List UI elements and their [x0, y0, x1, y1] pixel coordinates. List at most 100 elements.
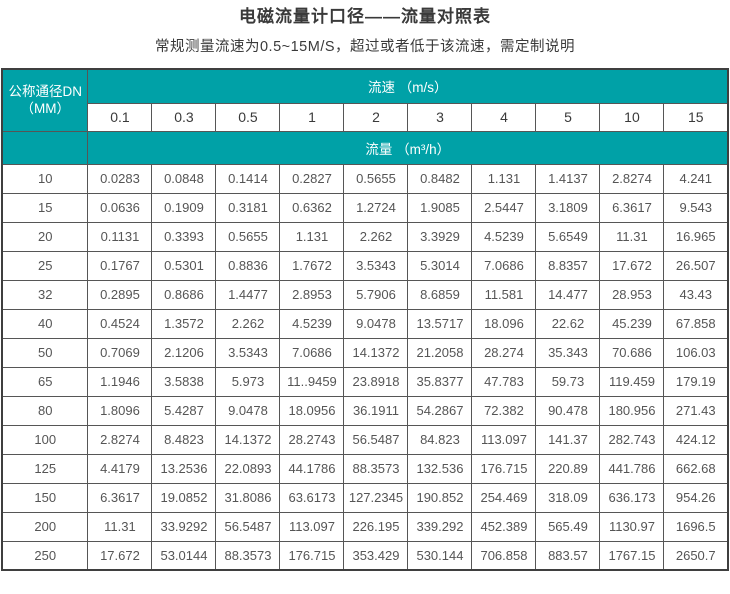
dn-cell: 65 [1, 366, 89, 397]
flow-value-cell: 8.8357 [535, 250, 601, 281]
flow-value-cell: 18.096 [471, 308, 537, 339]
flow-value-cell: 6.3617 [87, 482, 153, 513]
dn-cell: 10 [1, 163, 89, 194]
flow-value-cell: 113.097 [279, 511, 345, 542]
dn-cell: 50 [1, 337, 89, 368]
flow-value-cell: 4.5239 [471, 221, 537, 252]
flow-value-cell: 2.5447 [471, 192, 537, 223]
flow-value-cell: 1.4137 [535, 163, 601, 194]
flow-value-cell: 1.3572 [151, 308, 217, 339]
flow-value-cell: 54.2867 [407, 395, 473, 426]
flow-value-cell: 0.5301 [151, 250, 217, 281]
dn-cell: 15 [1, 192, 89, 223]
flow-value-cell: 441.786 [599, 453, 665, 484]
flow-value-cell: 220.89 [535, 453, 601, 484]
flow-value-cell: 59.73 [535, 366, 601, 397]
flow-value-cell: 7.0686 [279, 337, 345, 368]
flow-value-cell: 7.0686 [471, 250, 537, 281]
flow-value-cell: 8.6859 [407, 279, 473, 310]
flow-value-cell: 1.2724 [343, 192, 409, 223]
flow-value-cell: 179.19 [663, 366, 729, 397]
flow-value-cell: 706.858 [471, 540, 537, 571]
flow-value-cell: 636.173 [599, 482, 665, 513]
flow-value-cell: 176.715 [279, 540, 345, 571]
velocity-span-header: 流速 （m/s） [87, 68, 729, 104]
flow-value-cell: 26.507 [663, 250, 729, 281]
flow-value-cell: 2.262 [215, 308, 281, 339]
table-row: 25 0.1767 0.5301 0.8836 1.7672 3.5343 5.3014 7.… [1, 250, 729, 281]
flow-value-cell: 0.7069 [87, 337, 153, 368]
flow-value-cell: 5.4287 [151, 395, 217, 426]
flow-value-cell: 14.1372 [343, 337, 409, 368]
table-row: 15 0.0636 0.1909 0.3181 0.6362 1.2724 1.9085 2.… [1, 192, 729, 223]
flow-value-cell: 0.8836 [215, 250, 281, 281]
flow-value-cell: 565.49 [535, 511, 601, 542]
flow-value-cell: 88.3573 [343, 453, 409, 484]
flow-value-cell: 180.956 [599, 395, 665, 426]
flow-value-cell: 176.715 [471, 453, 537, 484]
flow-value-cell: 0.1414 [215, 163, 281, 194]
table-row: 32 0.2895 0.8686 1.4477 2.8953 5.7906 8.6859 11… [1, 279, 729, 310]
table-row: 250 17.672 53.0144 88.3573 176.715 353.429 530… [1, 540, 729, 571]
dn-cell: 25 [1, 250, 89, 281]
velocity-header-cell: 0.3 [151, 102, 217, 132]
table-header: 公称通径DN （MM） 流速 （m/s） 0.1 0.3 0.5 1 2 3 4 5 10 15 … [1, 68, 729, 165]
flow-value-cell: 0.6362 [279, 192, 345, 223]
velocity-header-cell: 5 [535, 102, 601, 132]
flow-value-cell: 0.8482 [407, 163, 473, 194]
flow-value-cell: 5.6549 [535, 221, 601, 252]
flow-value-cell: 90.478 [535, 395, 601, 426]
corner-header-cell: 公称通径DN （MM） [1, 68, 89, 132]
flow-value-cell: 67.858 [663, 308, 729, 339]
flow-value-cell: 424.12 [663, 424, 729, 455]
flow-value-cell: 0.2895 [87, 279, 153, 310]
flow-value-cell: 954.26 [663, 482, 729, 513]
flow-value-cell: 0.0848 [151, 163, 217, 194]
flow-value-cell: 45.239 [599, 308, 665, 339]
dn-cell: 150 [1, 482, 89, 513]
flow-value-cell: 3.5343 [343, 250, 409, 281]
flow-table: 公称通径DN （MM） 流速 （m/s） 0.1 0.3 0.5 1 2 3 4 5 10 15 … [0, 68, 730, 571]
table-row: 20 0.1131 0.3393 0.5655 1.131 2.262 3.3929 4.52… [1, 221, 729, 252]
flow-value-cell: 282.743 [599, 424, 665, 455]
flow-value-cell: 2.8953 [279, 279, 345, 310]
flow-value-cell: 0.1767 [87, 250, 153, 281]
flow-value-cell: 17.672 [599, 250, 665, 281]
flow-value-cell: 530.144 [407, 540, 473, 571]
flow-value-cell: 226.195 [343, 511, 409, 542]
flow-value-cell: 0.8686 [151, 279, 217, 310]
flow-value-cell: 44.1786 [279, 453, 345, 484]
velocity-header-cell: 10 [599, 102, 665, 132]
flow-value-cell: 190.852 [407, 482, 473, 513]
dn-cell: 250 [1, 540, 89, 571]
flow-value-cell: 127.2345 [343, 482, 409, 513]
page-title: 电磁流量计口径——流量对照表 [239, 7, 491, 26]
flow-value-cell: 31.8086 [215, 482, 281, 513]
table-row: 100 2.8274 8.4823 14.1372 28.2743 56.5487 84.8… [1, 424, 729, 455]
flow-value-cell: 132.536 [407, 453, 473, 484]
table-row: 40 0.4524 1.3572 2.262 4.5239 9.0478 13.5717 18… [1, 308, 729, 339]
flow-value-cell: 11.581 [471, 279, 537, 310]
velocity-header-cell: 3 [407, 102, 473, 132]
flow-value-cell: 1.131 [279, 221, 345, 252]
flow-value-cell: 0.1131 [87, 221, 153, 252]
flow-value-cell: 0.5655 [215, 221, 281, 252]
flow-value-cell: 0.4524 [87, 308, 153, 339]
flow-value-cell: 36.1911 [343, 395, 409, 426]
flow-value-cell: 11.31 [87, 511, 153, 542]
flow-value-cell: 23.8918 [343, 366, 409, 397]
flow-value-cell: 0.2827 [279, 163, 345, 194]
flow-value-cell: 53.0144 [151, 540, 217, 571]
table-body: 10 0.0283 0.0848 0.1414 0.2827 0.5655 0.8482 1.… [1, 163, 729, 571]
corner-empty-cell [1, 130, 89, 165]
table-row: 50 0.7069 2.1206 3.5343 7.0686 14.1372 21.2058… [1, 337, 729, 368]
flow-value-cell: 72.382 [471, 395, 537, 426]
flow-value-cell: 2.1206 [151, 337, 217, 368]
flow-value-cell: 1.8096 [87, 395, 153, 426]
flow-value-cell: 84.823 [407, 424, 473, 455]
flow-value-cell: 22.0893 [215, 453, 281, 484]
flow-value-cell: 1696.5 [663, 511, 729, 542]
flow-value-cell: 9.543 [663, 192, 729, 223]
page: 电磁流量计口径——流量对照表 常规测量流速为0.5~15M/S，超过或者低于该流… [0, 6, 730, 594]
dn-cell: 200 [1, 511, 89, 542]
